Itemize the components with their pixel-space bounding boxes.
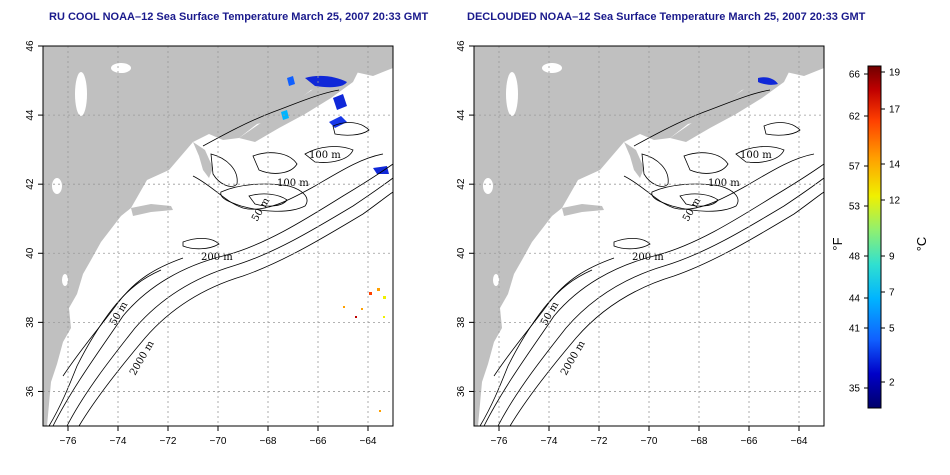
left-map-panel: 100 m 100 m 50 m 200 m 50 m 2000 m −76 −7… <box>25 40 394 447</box>
left-longitude-axis: −76 −74 −72 −70 −68 −66 −64 <box>60 426 377 447</box>
celsius-unit-label: °C <box>914 237 929 252</box>
fahrenheit-tick-label: 41 <box>849 324 861 335</box>
fahrenheit-tick-label: 35 <box>849 384 861 395</box>
left-label-100m-b: 100 m <box>277 178 309 189</box>
right-label-100m-a: 100 m <box>740 150 772 161</box>
fahrenheit-tick-label: 66 <box>849 70 861 81</box>
left-label-200m: 200 m <box>201 252 233 263</box>
right-sst-cold-pixels <box>758 77 778 85</box>
lat-tick-label: 38 <box>25 316 36 328</box>
lon-tick-label: −76 <box>60 436 77 447</box>
lon-tick-label: −76 <box>491 436 508 447</box>
lat-tick-label: 44 <box>25 109 36 121</box>
celsius-tick-label: 2 <box>889 378 895 389</box>
lat-tick-label: 46 <box>456 40 467 52</box>
lon-tick-label: −66 <box>741 436 758 447</box>
right-map-panel: 100 m 100 m 50 m 200 m 50 m 2000 m −76 −7… <box>456 40 825 447</box>
lon-tick-label: −72 <box>591 436 608 447</box>
fahrenheit-tick-label: 57 <box>849 162 861 173</box>
right-label-100m-b: 100 m <box>708 178 740 189</box>
lat-tick-label: 42 <box>25 178 36 190</box>
fahrenheit-tick-label: 44 <box>849 294 861 305</box>
lat-tick-label: 40 <box>456 247 467 259</box>
lon-tick-label: −72 <box>160 436 177 447</box>
left-grid <box>43 45 393 426</box>
colorbar: 66 62 57 53 48 44 41 35 19 17 14 12 9 7 5 2 °F °C <box>830 65 929 409</box>
lat-tick-label: 36 <box>25 385 36 397</box>
colorbar-gradient <box>867 65 882 409</box>
right-longitude-axis: −76 −74 −72 −70 −68 −66 −64 <box>491 426 808 447</box>
lat-tick-label: 42 <box>456 178 467 190</box>
lat-tick-label: 44 <box>456 109 467 121</box>
fahrenheit-tick-label: 53 <box>849 202 861 213</box>
lon-tick-label: −68 <box>260 436 277 447</box>
lon-tick-label: −64 <box>360 436 377 447</box>
lon-tick-label: −68 <box>691 436 708 447</box>
celsius-tick-label: 9 <box>889 252 895 263</box>
left-latitude-axis: 36 38 40 42 44 46 <box>25 40 43 397</box>
lat-tick-label: 38 <box>456 316 467 328</box>
celsius-tick-label: 7 <box>889 288 895 299</box>
celsius-tick-label: 17 <box>889 105 901 116</box>
fahrenheit-tick-label: 48 <box>849 252 861 263</box>
fahrenheit-unit-label: °F <box>830 237 845 250</box>
celsius-tick-label: 19 <box>889 68 901 79</box>
left-sst-warm-pixels <box>343 288 386 412</box>
lat-tick-label: 36 <box>456 385 467 397</box>
left-sst-cold-pixels <box>281 75 389 174</box>
right-latitude-axis: 36 38 40 42 44 46 <box>456 40 474 397</box>
right-grid <box>474 45 824 426</box>
right-label-200m: 200 m <box>632 252 664 263</box>
celsius-tick-label: 5 <box>889 324 895 335</box>
right-map-title: DECLOUDED NOAA–12 Sea Surface Temperatur… <box>467 11 866 23</box>
fahrenheit-tick-label: 62 <box>849 112 861 123</box>
celsius-tick-label: 12 <box>889 196 901 207</box>
lat-tick-label: 46 <box>25 40 36 52</box>
left-map-title: RU COOL NOAA–12 Sea Surface Temperature … <box>49 11 429 23</box>
lon-tick-label: −64 <box>791 436 808 447</box>
left-label-100m-a: 100 m <box>309 150 341 161</box>
lon-tick-label: −70 <box>641 436 658 447</box>
lon-tick-label: −66 <box>310 436 327 447</box>
celsius-tick-label: 14 <box>889 160 901 171</box>
lon-tick-label: −74 <box>110 436 127 447</box>
lon-tick-label: −70 <box>210 436 227 447</box>
lon-tick-label: −74 <box>541 436 558 447</box>
lat-tick-label: 40 <box>25 247 36 259</box>
colorbar-ticks: 66 62 57 53 48 44 41 35 19 17 14 12 9 7 5 2 <box>849 68 901 395</box>
